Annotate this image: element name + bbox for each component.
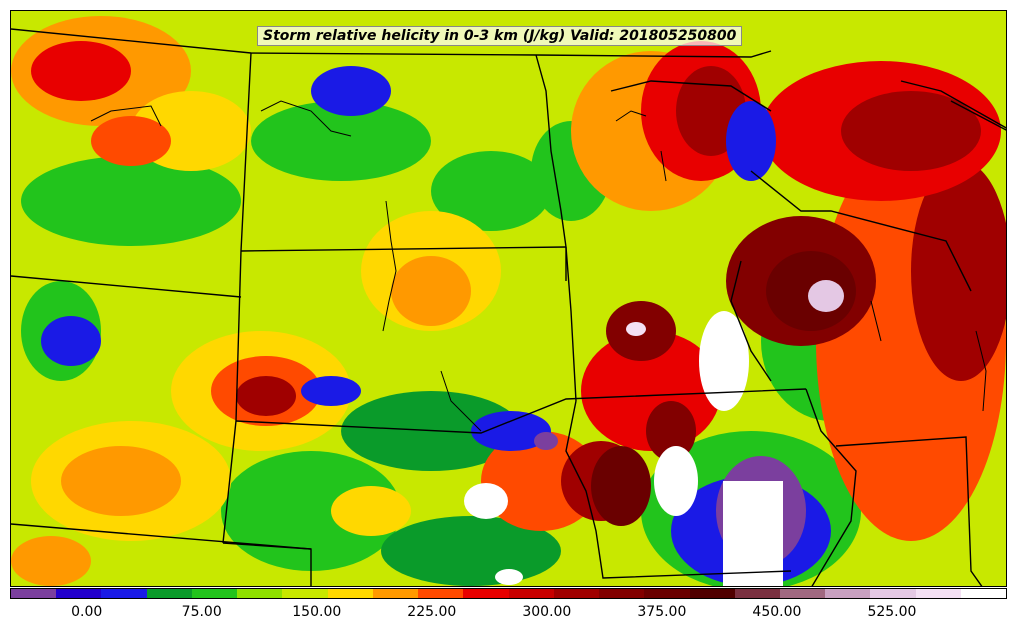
colorbar-swatch xyxy=(508,589,554,598)
colorbar-tick-label: 450.00 xyxy=(752,604,802,620)
colorbar-swatch xyxy=(825,589,871,598)
helicity-field-map xyxy=(11,11,1006,586)
colorbar xyxy=(10,588,1007,599)
map-panel: Storm relative helicity in 0-3 km (J/kg)… xyxy=(10,10,1007,587)
colorbar-tick-label: 0.00 xyxy=(71,604,103,620)
rivers xyxy=(90,100,987,432)
colorbar-swatch xyxy=(960,589,1007,598)
colorbar-swatch xyxy=(463,589,509,598)
colorbar-swatch xyxy=(327,589,373,598)
state-borders xyxy=(11,28,1006,586)
colorbar-swatch xyxy=(56,589,102,598)
colorbar-tick-label: 300.00 xyxy=(522,604,572,620)
field-warm-regions xyxy=(11,16,1006,586)
colorbar-swatch xyxy=(599,589,645,598)
colorbar-swatch xyxy=(915,589,961,598)
colorbar-swatch xyxy=(237,589,283,598)
colorbar-swatch xyxy=(553,589,600,598)
colorbar-tick-label: 75.00 xyxy=(181,604,222,620)
colorbar-swatch xyxy=(101,589,147,598)
colorbar-tick-labels: 0.00 75.00 150.00 225.00 300.00 375.00 450.00 5… xyxy=(10,601,1007,625)
colorbar-swatch xyxy=(282,589,328,598)
colorbar-swatch xyxy=(779,589,826,598)
field-high-helicity-cores xyxy=(591,216,876,526)
colorbar-tick-label: 225.00 xyxy=(407,604,457,620)
colorbar-swatch xyxy=(734,589,780,598)
colorbar-swatch xyxy=(191,589,238,598)
colorbar-swatch xyxy=(11,589,57,598)
colorbar-tick-label: 150.00 xyxy=(292,604,342,620)
colorbar-swatch xyxy=(372,589,419,598)
colorbar-swatch xyxy=(644,589,690,598)
map-title: Storm relative helicity in 0-3 km (J/kg)… xyxy=(257,26,743,46)
field-purple-white-regions xyxy=(464,311,806,586)
colorbar-swatch xyxy=(870,589,916,598)
colorbar-swatch xyxy=(146,589,192,598)
colorbar-swatch xyxy=(418,589,464,598)
colorbar-tick-label: 525.00 xyxy=(867,604,917,620)
colorbar-swatch xyxy=(689,589,735,598)
colorbar-tick-label: 375.00 xyxy=(637,604,687,620)
